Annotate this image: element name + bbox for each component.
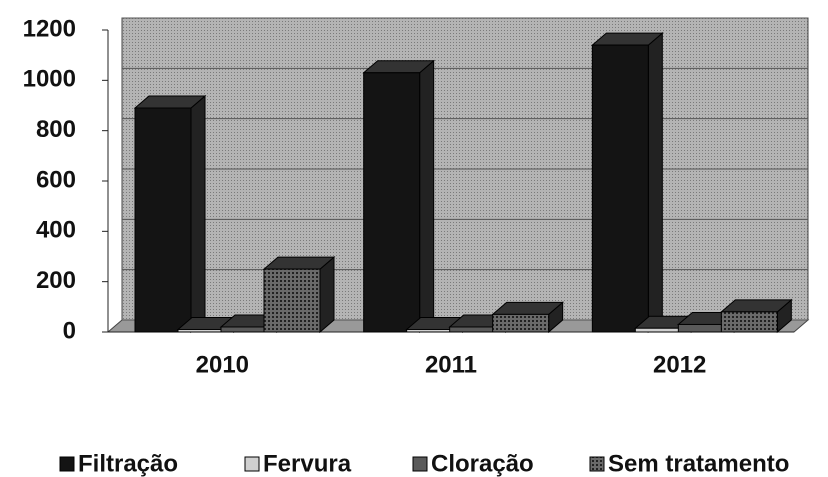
bar <box>591 44 649 333</box>
x-tick-label: 2010 <box>196 351 249 378</box>
y-tick-label: 800 <box>36 116 76 143</box>
bar-side <box>190 94 206 334</box>
bar-side <box>647 32 663 334</box>
y-tick-label: 0 <box>63 317 76 344</box>
bar-side <box>319 255 335 334</box>
bar <box>134 107 192 333</box>
legend-swatch <box>59 456 75 472</box>
y-tick-label: 600 <box>36 166 76 193</box>
bar <box>492 313 550 333</box>
y-tick-label: 1200 <box>23 15 76 42</box>
y-tick-label: 400 <box>36 217 76 244</box>
bar <box>720 311 778 333</box>
legend-swatch <box>244 456 260 472</box>
bar-side <box>419 59 435 334</box>
x-tick-label: 2011 <box>425 351 477 378</box>
legend-label: Filtração <box>78 450 178 477</box>
legend-label: Fervura <box>263 450 352 477</box>
legend-label: Sem tratamento <box>608 450 789 477</box>
legend-swatch <box>412 456 428 472</box>
legend-label: Cloração <box>431 450 534 477</box>
bar <box>263 268 321 333</box>
x-tick-label: 2012 <box>653 351 706 378</box>
y-tick-label: 200 <box>36 267 76 294</box>
bar <box>363 72 421 333</box>
legend-swatch <box>589 456 605 472</box>
y-tick-label: 1000 <box>23 66 76 93</box>
